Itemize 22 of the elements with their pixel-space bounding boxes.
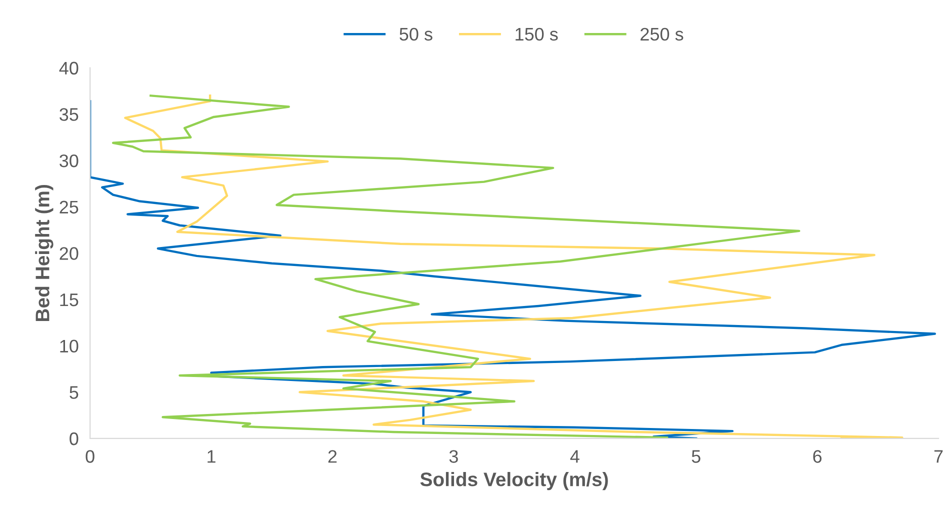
x-tick-label: 7	[934, 450, 943, 463]
y-tick-label: 35	[60, 108, 78, 121]
y-tick-label: 40	[59, 62, 78, 75]
x-tick-label: 6	[813, 450, 822, 463]
y-tick-label: 30	[60, 154, 78, 168]
x-tick-label: 3	[449, 450, 458, 463]
y-tick-label: 15	[60, 294, 78, 306]
x-axis-title: Solids Velocity (m/s)	[420, 472, 608, 490]
y-tick-label: 5	[70, 386, 78, 399]
x-tick-label: 4	[570, 450, 580, 463]
y-axis-title: Bed Height (m)	[35, 185, 54, 321]
y-tick-label: 0	[70, 432, 78, 446]
y-tick-label: 10	[60, 340, 78, 353]
legend-label: 50 s	[400, 28, 432, 41]
y-tick-label: 25	[60, 200, 78, 214]
legend-label: 150 s	[516, 28, 558, 41]
x-tick-label: 0	[86, 450, 94, 463]
legend-label: 250 s	[640, 28, 684, 41]
y-tick-label: 20	[60, 247, 78, 260]
x-tick-label: 2	[328, 450, 337, 463]
x-tick-label: 5	[692, 450, 700, 463]
x-tick-label: 1	[208, 450, 216, 463]
